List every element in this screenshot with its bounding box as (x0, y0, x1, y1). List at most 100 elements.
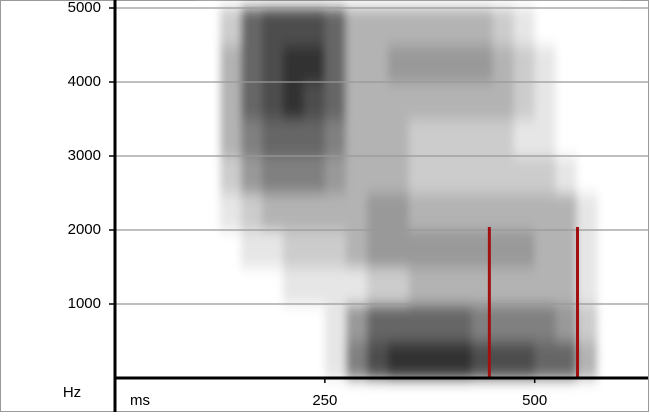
intensity-cell (261, 341, 284, 379)
intensity-cell (324, 341, 347, 379)
intensity-cell (513, 119, 536, 157)
intensity-cell (240, 230, 263, 268)
intensity-cell (450, 119, 473, 157)
intensity-cell (408, 341, 431, 379)
y-tick-label: 2000 (68, 221, 101, 238)
intensity-cell (324, 8, 347, 46)
intensity-cell (408, 267, 431, 305)
intensity-cell (492, 82, 515, 120)
intensity-cell (513, 341, 536, 379)
intensity-cell (387, 193, 410, 231)
intensity-cell (429, 267, 452, 305)
intensity-cell (534, 119, 557, 157)
intensity-cell (597, 45, 620, 83)
intensity-cell (534, 193, 557, 231)
intensity-cell (219, 304, 242, 342)
intensity-cell (366, 45, 389, 83)
intensity-cell (492, 341, 515, 379)
intensity-cell (198, 230, 221, 268)
intensity-cell (576, 193, 599, 231)
intensity-cell (303, 304, 326, 342)
intensity-cell (534, 8, 557, 46)
intensity-cell (492, 267, 515, 305)
intensity-cell (513, 156, 536, 194)
intensity-cell (324, 267, 347, 305)
intensity-cell (219, 193, 242, 231)
x-unit-label: ms (130, 392, 150, 409)
intensity-cell (261, 156, 284, 194)
intensity-cell (261, 119, 284, 157)
intensity-cell (303, 193, 326, 231)
intensity-cell (387, 341, 410, 379)
intensity-cell (555, 156, 578, 194)
intensity-cell (282, 156, 305, 194)
intensity-cell (429, 304, 452, 342)
spectrogram-image (198, 8, 620, 379)
intensity-cell (240, 304, 263, 342)
intensity-cell (303, 267, 326, 305)
intensity-cell (597, 230, 620, 268)
intensity-cell (324, 119, 347, 157)
intensity-cell (492, 8, 515, 46)
y-tick-label: 5000 (68, 0, 101, 16)
intensity-cell (597, 8, 620, 46)
intensity-cell (492, 304, 515, 342)
y-tick-label: 1000 (68, 295, 101, 312)
intensity-cell (450, 8, 473, 46)
intensity-cell (576, 45, 599, 83)
intensity-cell (324, 156, 347, 194)
intensity-cell (198, 193, 221, 231)
intensity-cell (471, 230, 494, 268)
intensity-cell (492, 119, 515, 157)
intensity-cell (576, 230, 599, 268)
intensity-cell (534, 156, 557, 194)
intensity-cell (408, 82, 431, 120)
intensity-cell (408, 119, 431, 157)
intensity-cell (429, 119, 452, 157)
intensity-cell (534, 230, 557, 268)
intensity-cell (240, 267, 263, 305)
intensity-cell (219, 156, 242, 194)
intensity-cell (429, 230, 452, 268)
intensity-cell (366, 8, 389, 46)
intensity-cell (240, 119, 263, 157)
intensity-cell (534, 45, 557, 83)
intensity-cell (198, 45, 221, 83)
intensity-cell (450, 82, 473, 120)
intensity-cell (261, 230, 284, 268)
intensity-cell (408, 230, 431, 268)
intensity-cell (261, 193, 284, 231)
intensity-cell (324, 82, 347, 120)
intensity-cell (240, 8, 263, 46)
intensity-cell (450, 193, 473, 231)
intensity-cell (219, 230, 242, 268)
intensity-cell (387, 82, 410, 120)
intensity-cell (450, 341, 473, 379)
intensity-cell (408, 8, 431, 46)
intensity-cell (576, 156, 599, 194)
intensity-cell (492, 230, 515, 268)
intensity-cell (240, 341, 263, 379)
intensity-cell (408, 193, 431, 231)
intensity-cell (324, 193, 347, 231)
intensity-cell (282, 119, 305, 157)
intensity-cell (513, 304, 536, 342)
intensity-cell (261, 267, 284, 305)
intensity-cell (555, 8, 578, 46)
intensity-cell (471, 267, 494, 305)
intensity-cell (555, 267, 578, 305)
intensity-cell (429, 8, 452, 46)
intensity-cell (366, 304, 389, 342)
intensity-cell (240, 193, 263, 231)
intensity-cell (303, 156, 326, 194)
intensity-cell (240, 82, 263, 120)
intensity-cell (219, 341, 242, 379)
intensity-cell (576, 119, 599, 157)
intensity-cell (282, 230, 305, 268)
intensity-cell (387, 45, 410, 83)
intensity-cell (219, 267, 242, 305)
intensity-cell (408, 304, 431, 342)
intensity-cell (282, 341, 305, 379)
intensity-cell (534, 82, 557, 120)
intensity-cell (408, 45, 431, 83)
